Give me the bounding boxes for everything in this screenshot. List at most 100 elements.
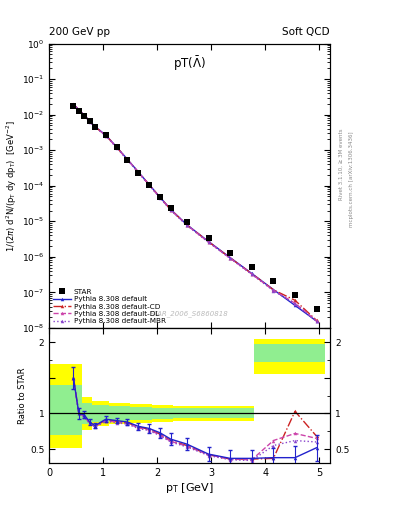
Pythia 8.308 default [103, 132, 108, 138]
Pythia 8.308 default-CD [271, 287, 276, 293]
Pythia 8.308 default-CD [228, 255, 233, 261]
Pythia 8.308 default-MBR [103, 133, 108, 139]
Line: Pythia 8.308 default-DL: Pythia 8.308 default-DL [72, 103, 318, 323]
Pythia 8.308 default-DL [314, 318, 319, 324]
Pythia 8.308 default-MBR [293, 301, 298, 307]
Pythia 8.308 default-DL [136, 169, 141, 175]
Pythia 8.308 default-DL [206, 239, 211, 245]
Y-axis label: Ratio to STAR: Ratio to STAR [18, 368, 27, 424]
Pythia 8.308 default-CD [314, 317, 319, 324]
Pythia 8.308 default-DL [250, 271, 254, 277]
Y-axis label: 1/(2$\pi$) d$^2$N/(p$_{\rm T}$ dy dp$_{\rm T}$)  [GeV$^{-2}$]: 1/(2$\pi$) d$^2$N/(p$_{\rm T}$ dy dp$_{\… [5, 120, 19, 251]
Pythia 8.308 default [293, 302, 298, 308]
STAR [293, 292, 298, 298]
STAR [103, 132, 108, 138]
Pythia 8.308 default-CD [125, 157, 130, 163]
STAR [136, 170, 141, 176]
Pythia 8.308 default-CD [206, 239, 211, 245]
Pythia 8.308 default-DL [168, 207, 173, 213]
Pythia 8.308 default [228, 254, 233, 261]
Pythia 8.308 default-DL [158, 195, 162, 201]
Pythia 8.308 default-DL [71, 101, 76, 108]
Pythia 8.308 default-MBR [185, 222, 189, 228]
Pythia 8.308 default-DL [103, 133, 108, 139]
STAR [206, 235, 211, 241]
Text: pT($\bar{\Lambda}$): pT($\bar{\Lambda}$) [173, 55, 206, 73]
Line: Pythia 8.308 default-MBR: Pythia 8.308 default-MBR [72, 103, 318, 323]
Pythia 8.308 default [87, 118, 92, 124]
Pythia 8.308 default-MBR [87, 118, 92, 124]
Pythia 8.308 default-DL [125, 157, 130, 163]
Pythia 8.308 default-CD [71, 101, 76, 108]
STAR [168, 205, 173, 211]
Pythia 8.308 default [271, 287, 276, 293]
STAR [87, 118, 92, 124]
STAR [93, 124, 97, 131]
Pythia 8.308 default-MBR [93, 124, 97, 131]
Pythia 8.308 default [125, 156, 130, 162]
Text: 200 GeV pp: 200 GeV pp [49, 27, 110, 37]
Pythia 8.308 default [82, 112, 86, 118]
Pythia 8.308 default [77, 106, 81, 113]
Pythia 8.308 default-MBR [114, 145, 119, 151]
Pythia 8.308 default-DL [93, 124, 97, 130]
Pythia 8.308 default-MBR [147, 182, 151, 188]
Legend: STAR, Pythia 8.308 default, Pythia 8.308 default-CD, Pythia 8.308 default-DL, Py: STAR, Pythia 8.308 default, Pythia 8.308… [51, 287, 167, 326]
STAR [77, 108, 81, 114]
Pythia 8.308 default-DL [87, 118, 92, 124]
Text: Soft QCD: Soft QCD [283, 27, 330, 37]
Text: mcplots.cern.ch [arXiv:1306.3436]: mcplots.cern.ch [arXiv:1306.3436] [349, 132, 354, 227]
Pythia 8.308 default-DL [293, 300, 298, 306]
Pythia 8.308 default [71, 101, 76, 108]
Pythia 8.308 default-MBR [168, 207, 173, 213]
STAR [114, 144, 119, 151]
Pythia 8.308 default-MBR [136, 169, 141, 176]
Pythia 8.308 default-MBR [71, 102, 76, 108]
Pythia 8.308 default-CD [250, 271, 254, 277]
Pythia 8.308 default-CD [293, 297, 298, 303]
Pythia 8.308 default-MBR [314, 318, 319, 325]
Pythia 8.308 default [93, 123, 97, 130]
Pythia 8.308 default-DL [271, 287, 276, 293]
Pythia 8.308 default-CD [87, 118, 92, 124]
Pythia 8.308 default-CD [103, 132, 108, 138]
Pythia 8.308 default-DL [77, 107, 81, 113]
Pythia 8.308 default-MBR [77, 107, 81, 113]
STAR [125, 157, 130, 163]
Pythia 8.308 default [136, 169, 141, 175]
Pythia 8.308 default-MBR [206, 239, 211, 245]
STAR [271, 278, 276, 284]
STAR [228, 250, 233, 256]
Pythia 8.308 default-CD [114, 144, 119, 151]
Pythia 8.308 default-MBR [82, 113, 86, 119]
Pythia 8.308 default-DL [228, 255, 233, 261]
Pythia 8.308 default-CD [168, 207, 173, 213]
Pythia 8.308 default-MBR [271, 288, 276, 294]
Pythia 8.308 default-CD [185, 222, 189, 228]
Pythia 8.308 default-CD [77, 107, 81, 113]
STAR [147, 182, 151, 188]
Pythia 8.308 default-MBR [158, 195, 162, 201]
Pythia 8.308 default-MBR [125, 157, 130, 163]
Pythia 8.308 default [314, 318, 319, 324]
Pythia 8.308 default [250, 270, 254, 276]
Pythia 8.308 default-CD [158, 194, 162, 200]
Pythia 8.308 default-CD [93, 124, 97, 130]
Pythia 8.308 default [114, 144, 119, 150]
Text: STAR_2006_S6860818: STAR_2006_S6860818 [150, 310, 229, 316]
Pythia 8.308 default-DL [185, 222, 189, 228]
Pythia 8.308 default [158, 194, 162, 200]
Text: Rivet 3.1.10, ≥ 3M events: Rivet 3.1.10, ≥ 3M events [339, 128, 344, 200]
STAR [71, 102, 76, 109]
Pythia 8.308 default-DL [114, 144, 119, 151]
Pythia 8.308 default [206, 239, 211, 245]
STAR [314, 306, 319, 312]
Pythia 8.308 default [147, 181, 151, 187]
Pythia 8.308 default [168, 206, 173, 212]
STAR [82, 113, 86, 119]
Pythia 8.308 default-CD [147, 182, 151, 188]
Pythia 8.308 default-CD [136, 169, 141, 175]
STAR [158, 194, 162, 200]
Line: Pythia 8.308 default: Pythia 8.308 default [72, 102, 318, 323]
Pythia 8.308 default-DL [82, 113, 86, 119]
